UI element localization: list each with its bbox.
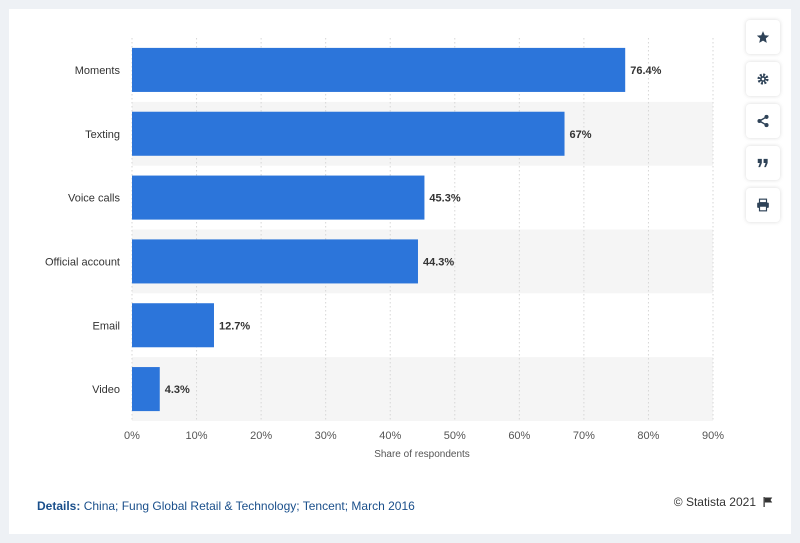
data-label: 45.3% [429, 193, 460, 205]
favorite-button[interactable] [746, 20, 780, 54]
share-icon [757, 114, 769, 128]
star-icon [756, 31, 770, 43]
x-tick-label: 70% [573, 430, 595, 442]
data-label: 4.3% [165, 384, 190, 396]
share-button[interactable] [746, 104, 780, 138]
bar[interactable] [132, 47, 626, 92]
x-tick-label: 90% [702, 430, 724, 442]
x-axis-title: Share of respondents [374, 449, 470, 460]
bar[interactable] [132, 111, 565, 156]
x-tick-label: 30% [315, 430, 337, 442]
data-label: 67% [570, 129, 592, 141]
print-icon [757, 198, 769, 212]
x-tick-label: 50% [444, 430, 466, 442]
x-tick-label: 0% [124, 430, 140, 442]
x-tick-label: 80% [637, 430, 659, 442]
data-label: 12.7% [219, 320, 250, 332]
print-button[interactable] [746, 188, 780, 222]
quote-icon [757, 158, 768, 168]
bar[interactable] [132, 303, 214, 348]
settings-button[interactable] [746, 62, 780, 96]
category-label: Video [92, 384, 120, 396]
gear-icon [757, 73, 769, 85]
category-label: Voice calls [68, 193, 120, 205]
flag-icon [763, 497, 773, 507]
details-label: Details: [37, 499, 81, 513]
cite-button[interactable] [746, 146, 780, 180]
row-band [132, 357, 713, 421]
bar[interactable] [132, 175, 425, 220]
copyright-text: © Statista 2021 [673, 495, 756, 509]
data-label: 44.3% [423, 256, 454, 268]
x-tick-label: 60% [508, 430, 530, 442]
x-tick-label: 40% [379, 430, 401, 442]
category-label: Moments [75, 65, 121, 77]
details-text: China; Fung Global Retail & Technology; … [83, 499, 415, 513]
category-label: Texting [85, 129, 120, 141]
bar[interactable] [132, 239, 418, 284]
bar[interactable] [132, 367, 160, 412]
copyright[interactable]: © Statista 2021 [674, 495, 774, 509]
category-label: Official account [45, 256, 120, 268]
data-label: 76.4% [630, 65, 661, 77]
source-details: Details: China; Fung Global Retail & Tec… [37, 499, 415, 513]
x-tick-label: 20% [250, 430, 272, 442]
category-label: Email [92, 320, 120, 332]
x-tick-label: 10% [186, 430, 208, 442]
